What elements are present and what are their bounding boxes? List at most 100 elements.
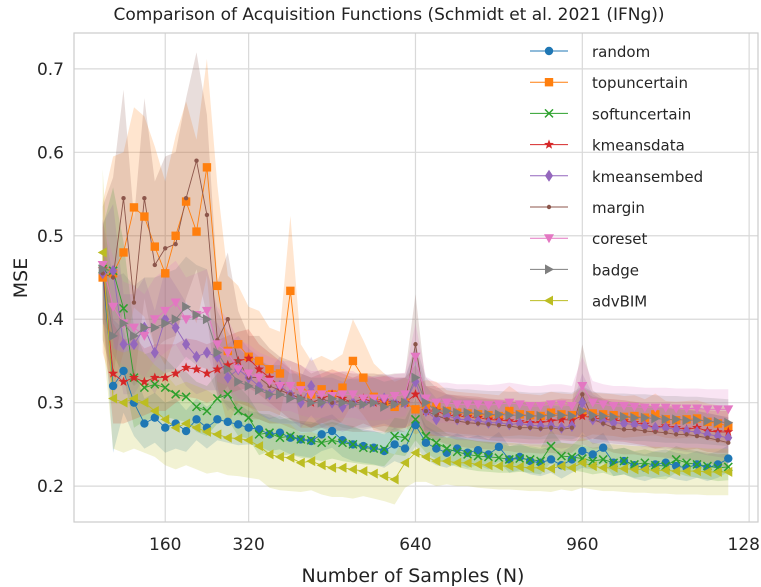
point-coreset — [181, 315, 192, 325]
point-random — [327, 426, 337, 436]
point-badge — [265, 389, 275, 400]
point-badge — [129, 330, 139, 341]
point-margin — [454, 418, 460, 424]
point-badge — [390, 399, 400, 410]
point-badge — [494, 409, 504, 420]
point-margin — [548, 425, 554, 430]
point-topuncertain — [129, 203, 139, 212]
point-coreset — [462, 400, 473, 410]
point-softuncertain — [400, 433, 410, 443]
point-kmeansdata — [723, 426, 734, 437]
point-random — [598, 443, 608, 452]
point-advBIM — [598, 462, 608, 473]
point-badge — [484, 409, 494, 420]
point-coreset — [566, 402, 577, 412]
point-coreset — [598, 400, 609, 410]
point-advBIM — [546, 463, 556, 474]
point-margin — [236, 358, 241, 364]
point-advBIM — [222, 432, 232, 443]
point-coreset — [285, 381, 296, 391]
point-badge — [171, 314, 181, 325]
point-kmeansembed — [515, 417, 524, 430]
point-softuncertain — [160, 383, 170, 393]
point-kmeansembed — [724, 431, 733, 444]
point-advBIM — [473, 459, 483, 470]
x-tick-label: 320 — [232, 535, 264, 555]
point-badge — [182, 301, 192, 312]
point-softuncertain — [358, 443, 368, 453]
point-kmeansdata — [556, 414, 567, 424]
point-coreset — [483, 401, 494, 411]
point-random — [484, 450, 493, 459]
point-softuncertain — [567, 452, 577, 462]
point-advBIM — [316, 460, 326, 471]
point-badge — [693, 415, 703, 426]
point-coreset — [702, 405, 713, 415]
point-badge — [547, 410, 557, 421]
point-margin — [642, 428, 648, 434]
y-tick-label: 0.3 — [37, 394, 64, 414]
point-softuncertain — [285, 431, 295, 441]
point-margin — [517, 425, 522, 430]
point-coreset — [452, 400, 463, 410]
point-margin — [663, 430, 668, 435]
point-random — [724, 454, 733, 463]
point-topuncertain — [161, 269, 170, 278]
point-badge — [275, 389, 285, 400]
point-softuncertain — [463, 449, 473, 459]
point-topuncertain — [286, 286, 295, 296]
point-badge — [536, 411, 546, 422]
point-softuncertain — [233, 406, 243, 416]
point-badge — [442, 406, 452, 417]
point-kmeansembed — [202, 346, 211, 359]
point-advBIM — [233, 433, 243, 444]
point-advBIM — [410, 447, 420, 458]
point-badge — [703, 416, 713, 427]
point-margin — [110, 275, 116, 280]
point-margin — [152, 262, 158, 268]
point-kmeansembed — [192, 350, 201, 363]
point-softuncertain — [181, 392, 191, 402]
point-random — [390, 440, 399, 449]
point-topuncertain — [348, 356, 358, 366]
point-badge — [296, 393, 306, 404]
point-coreset — [170, 298, 181, 308]
chart-title: Comparison of Acquisition Functions (Sch… — [113, 5, 664, 25]
point-softuncertain — [254, 429, 264, 439]
point-coreset — [514, 400, 525, 410]
x-axis-label: Number of Samples (N) — [302, 565, 525, 587]
point-coreset — [358, 394, 369, 404]
point-coreset — [212, 340, 223, 350]
legend-marker-badge — [545, 264, 554, 275]
point-random — [108, 381, 118, 391]
point-margin — [423, 408, 429, 414]
point-margin — [632, 427, 637, 432]
point-badge — [421, 397, 431, 408]
y-axis-ticks: 0.2 0.3 0.4 0.5 0.6 0.7 — [37, 60, 64, 497]
point-kmeansdata — [566, 414, 577, 425]
point-topuncertain — [140, 212, 149, 221]
point-coreset — [420, 394, 431, 404]
point-advBIM — [650, 465, 660, 476]
point-random — [432, 444, 441, 453]
point-random — [588, 450, 597, 459]
x-tick-label: 960 — [566, 535, 598, 555]
point-badge — [307, 397, 317, 408]
point-softuncertain — [410, 414, 421, 424]
point-random — [213, 415, 222, 424]
point-advBIM — [577, 457, 587, 468]
point-badge — [119, 318, 129, 329]
legend-label-random: random — [592, 43, 650, 61]
point-advBIM — [681, 466, 691, 477]
point-topuncertain — [359, 373, 368, 382]
point-advBIM — [712, 466, 722, 477]
point-topuncertain — [275, 369, 285, 378]
point-coreset — [660, 403, 671, 413]
point-advBIM — [566, 462, 576, 473]
point-badge — [432, 406, 442, 417]
point-advBIM — [212, 429, 222, 440]
point-topuncertain — [265, 365, 274, 374]
point-softuncertain — [296, 434, 306, 444]
point-kmeansdata — [139, 376, 150, 387]
